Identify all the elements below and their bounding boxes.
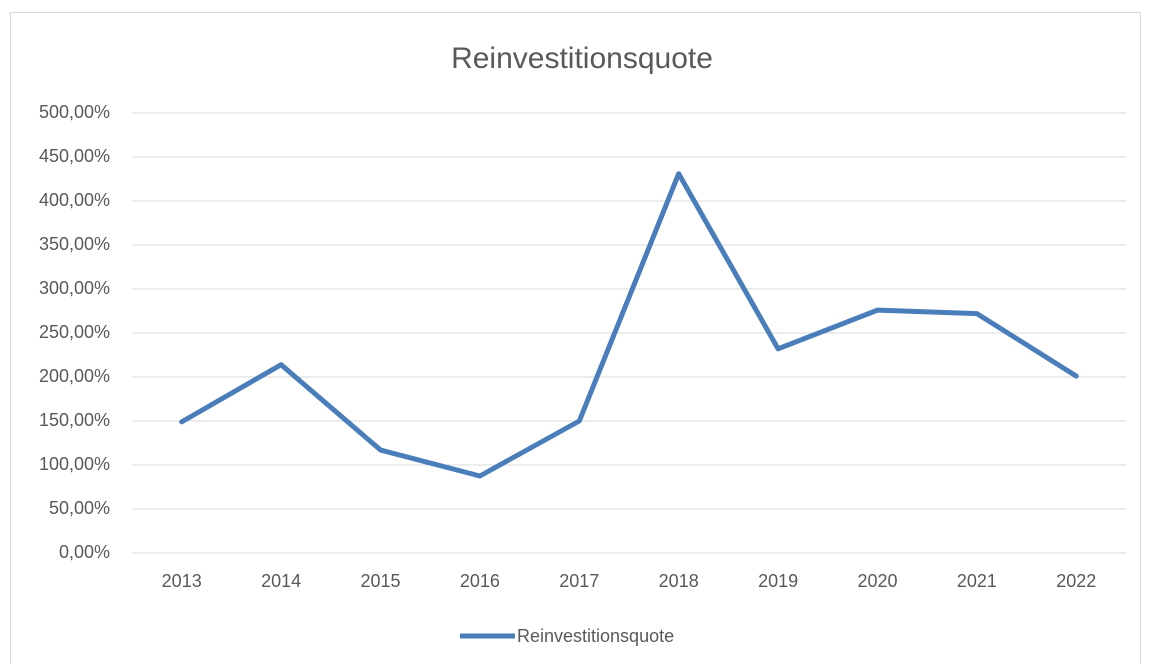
y-tick-label: 350,00% — [39, 234, 110, 254]
data-line — [179, 171, 1079, 479]
x-tick-label: 2014 — [261, 571, 301, 591]
chart-border — [10, 12, 1141, 664]
legend-label: Reinvestitionsquote — [517, 626, 674, 646]
x-tick-label: 2015 — [360, 571, 400, 591]
x-tick-label: 2016 — [460, 571, 500, 591]
y-tick-label: 50,00% — [49, 498, 110, 518]
y-tick-label: 150,00% — [39, 410, 110, 430]
x-tick-label: 2021 — [957, 571, 997, 591]
y-tick-label: 250,00% — [39, 322, 110, 342]
x-tick-label: 2013 — [162, 571, 202, 591]
y-tick-label: 500,00% — [39, 102, 110, 122]
x-tick-label: 2020 — [857, 571, 897, 591]
y-tick-label: 200,00% — [39, 366, 110, 386]
x-tick-label: 2017 — [559, 571, 599, 591]
x-tick-label: 2022 — [1056, 571, 1096, 591]
y-tick-label: 450,00% — [39, 146, 110, 166]
x-tick-label: 2018 — [659, 571, 699, 591]
x-tick-label: 2019 — [758, 571, 798, 591]
y-tick-label: 400,00% — [39, 190, 110, 210]
y-tick-label: 300,00% — [39, 278, 110, 298]
chart-title: Reinvestitionsquote — [451, 42, 713, 75]
y-tick-label: 100,00% — [39, 454, 110, 474]
y-tick-label: 0,00% — [59, 542, 110, 562]
